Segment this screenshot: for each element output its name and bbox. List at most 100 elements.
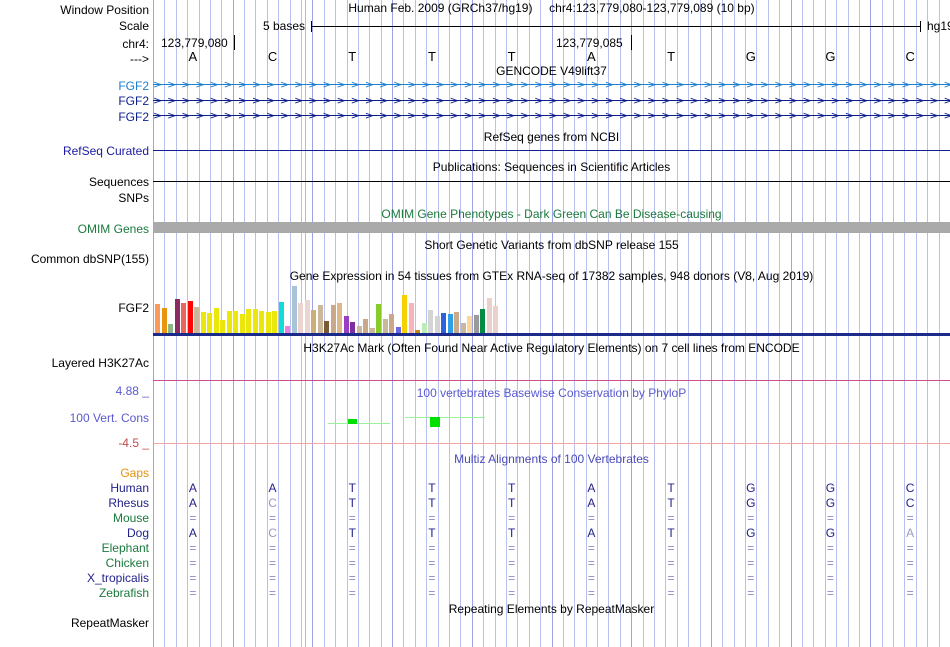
multiz-species-row[interactable]: = = = = = = = = = = <box>153 512 950 524</box>
gtex-tissue-bar[interactable] <box>330 305 336 333</box>
phylop-conservation-track[interactable] <box>153 400 950 444</box>
gtex-tissue-bar[interactable] <box>207 313 212 333</box>
gtex-tissue-bar[interactable] <box>428 310 433 333</box>
gtex-tissue-bar[interactable] <box>356 326 362 333</box>
multiz-species-row[interactable]: = = = = = = = = = = <box>153 542 950 554</box>
multiz-species-row[interactable]: = = = = = = = = = = <box>153 572 950 584</box>
gtex-tissue-bar[interactable] <box>252 309 258 333</box>
gtex-tissue-bar[interactable] <box>486 298 492 333</box>
browser-data-area[interactable]: Human Feb. 2009 (GRCh37/hg19) chr4:123,7… <box>153 0 950 647</box>
label-omim-genes[interactable]: OMIM Genes <box>77 222 149 236</box>
multiz-species-row[interactable]: = = = = = = = = = = <box>153 557 950 569</box>
gencode-transcript-row[interactable]: >>>>>>>>>>>>>>>>>>>>>>>>>>>>>>>>>>>>>>>>… <box>153 79 950 90</box>
species-label[interactable]: Elephant <box>101 541 149 555</box>
gtex-tissue-bar[interactable] <box>213 308 219 333</box>
gtex-tissue-bar[interactable] <box>311 310 316 333</box>
gtex-tissue-bar[interactable] <box>259 311 264 333</box>
gtex-tissue-bar[interactable] <box>246 309 251 333</box>
gtex-tissue-bar[interactable] <box>220 320 225 333</box>
label-layered-h3k27ac[interactable]: Layered H3K27Ac <box>51 356 149 370</box>
species-label[interactable]: Chicken <box>105 556 149 570</box>
species-label[interactable]: Rhesus <box>108 496 149 510</box>
gtex-tissue-bar[interactable] <box>343 316 349 333</box>
label-phylop[interactable]: 100 Vert. Cons <box>69 411 149 425</box>
gencode-transcript-row[interactable]: >>>>>>>>>>>>>>>>>>>>>>>>>>>>>>>>>>>>>>>>… <box>153 110 950 121</box>
gtex-tissue-bar[interactable] <box>382 319 388 333</box>
gtex-tissue-bar[interactable] <box>434 316 440 333</box>
publications-line[interactable] <box>153 181 950 182</box>
gtex-tissue-bar[interactable] <box>324 321 329 333</box>
gtex-tissue-bar[interactable] <box>408 303 414 333</box>
label-gencode-3[interactable]: FGF2 <box>118 110 149 124</box>
label-snps[interactable]: SNPs <box>118 191 149 205</box>
gtex-tissue-bar[interactable] <box>155 304 160 333</box>
multiz-species-row[interactable]: = = = = = = = = = = <box>153 587 950 599</box>
gtex-tissue-bar[interactable] <box>265 312 271 333</box>
gtex-tissue-bar[interactable] <box>389 314 394 333</box>
gtex-tissue-bar[interactable] <box>395 327 401 333</box>
alignment-gap: = <box>508 586 516 600</box>
label-gencode-1[interactable]: FGF2 <box>118 79 149 93</box>
label-scale: Scale <box>118 19 149 33</box>
gtex-tissue-bar[interactable] <box>467 316 472 333</box>
label-common-dbsnp[interactable]: Common dbSNP(155) <box>30 252 149 266</box>
refseq-line[interactable] <box>153 150 950 151</box>
gtex-bar-chart[interactable] <box>155 286 538 333</box>
gtex-tissue-bar[interactable] <box>402 295 407 333</box>
label-sequences[interactable]: Sequences <box>88 175 149 189</box>
gtex-tissue-bar[interactable] <box>304 300 310 333</box>
gtex-tissue-bar[interactable] <box>298 303 303 333</box>
gtex-tissue-bar[interactable] <box>350 322 355 333</box>
gtex-tissue-bar[interactable] <box>272 311 277 333</box>
gtex-tissue-bar[interactable] <box>200 312 206 333</box>
gencode-transcript-row[interactable]: >>>>>>>>>>>>>>>>>>>>>>>>>>>>>>>>>>>>>>>>… <box>153 95 950 106</box>
gtex-tissue-bar[interactable] <box>415 330 420 333</box>
label-refseq-curated[interactable]: RefSeq Curated <box>62 144 149 158</box>
gtex-tissue-bar[interactable] <box>441 313 446 333</box>
gtex-tissue-bar[interactable] <box>363 319 368 333</box>
gtex-tissue-bar[interactable] <box>317 305 323 333</box>
gtex-tissue-bar[interactable] <box>291 286 297 333</box>
species-label[interactable]: Dog <box>126 526 149 540</box>
gtex-tissue-bar[interactable] <box>239 314 245 333</box>
gtex-tissue-bar[interactable] <box>194 307 199 333</box>
gtex-tissue-bar[interactable] <box>161 308 167 333</box>
gtex-tissue-bar[interactable] <box>174 299 180 333</box>
gtex-tissue-bar[interactable] <box>480 309 485 333</box>
gtex-tissue-bar[interactable] <box>454 312 459 333</box>
gtex-tissue-bar[interactable] <box>278 302 284 333</box>
gtex-tissue-bar[interactable] <box>473 315 479 333</box>
alignment-gap: = <box>667 586 675 600</box>
alignment-gap: = <box>906 511 914 525</box>
gtex-tissue-bar[interactable] <box>460 323 466 333</box>
gtex-tissue-bar[interactable] <box>168 324 173 333</box>
omim-gene-bar[interactable] <box>153 222 950 233</box>
label-gaps[interactable]: Gaps <box>120 466 149 480</box>
gtex-tissue-bar[interactable] <box>233 311 238 333</box>
gtex-tissue-bar[interactable] <box>181 303 186 333</box>
gtex-tissue-bar[interactable] <box>493 306 498 333</box>
gtex-tissue-bar[interactable] <box>447 314 453 333</box>
gridline <box>893 0 894 647</box>
gtex-tissue-bar[interactable] <box>337 303 342 333</box>
species-label[interactable]: Mouse <box>112 511 149 525</box>
label-gencode-2[interactable]: FGF2 <box>118 94 149 108</box>
gtex-tissue-bar[interactable] <box>187 301 193 333</box>
species-label[interactable]: X_tropicalis <box>86 571 149 585</box>
gtex-tissue-bar[interactable] <box>421 323 427 333</box>
species-label[interactable]: Human <box>110 481 149 495</box>
label-gtex-fgf2[interactable]: FGF2 <box>118 301 149 315</box>
alignment-gap: = <box>269 511 277 525</box>
gtex-tissue-bar[interactable] <box>369 328 375 333</box>
label-repeatmasker[interactable]: RepeatMasker <box>70 616 149 630</box>
gtex-tissue-bar[interactable] <box>226 311 232 333</box>
species-label[interactable]: Zebrafish <box>98 586 149 600</box>
gtex-tissue-bar[interactable] <box>285 326 290 333</box>
gtex-tissue-bar[interactable] <box>376 304 381 333</box>
alignment-base: A <box>268 481 277 495</box>
gridline <box>927 0 928 647</box>
dbsnp-title: Short Genetic Variants from dbSNP releas… <box>424 238 679 252</box>
